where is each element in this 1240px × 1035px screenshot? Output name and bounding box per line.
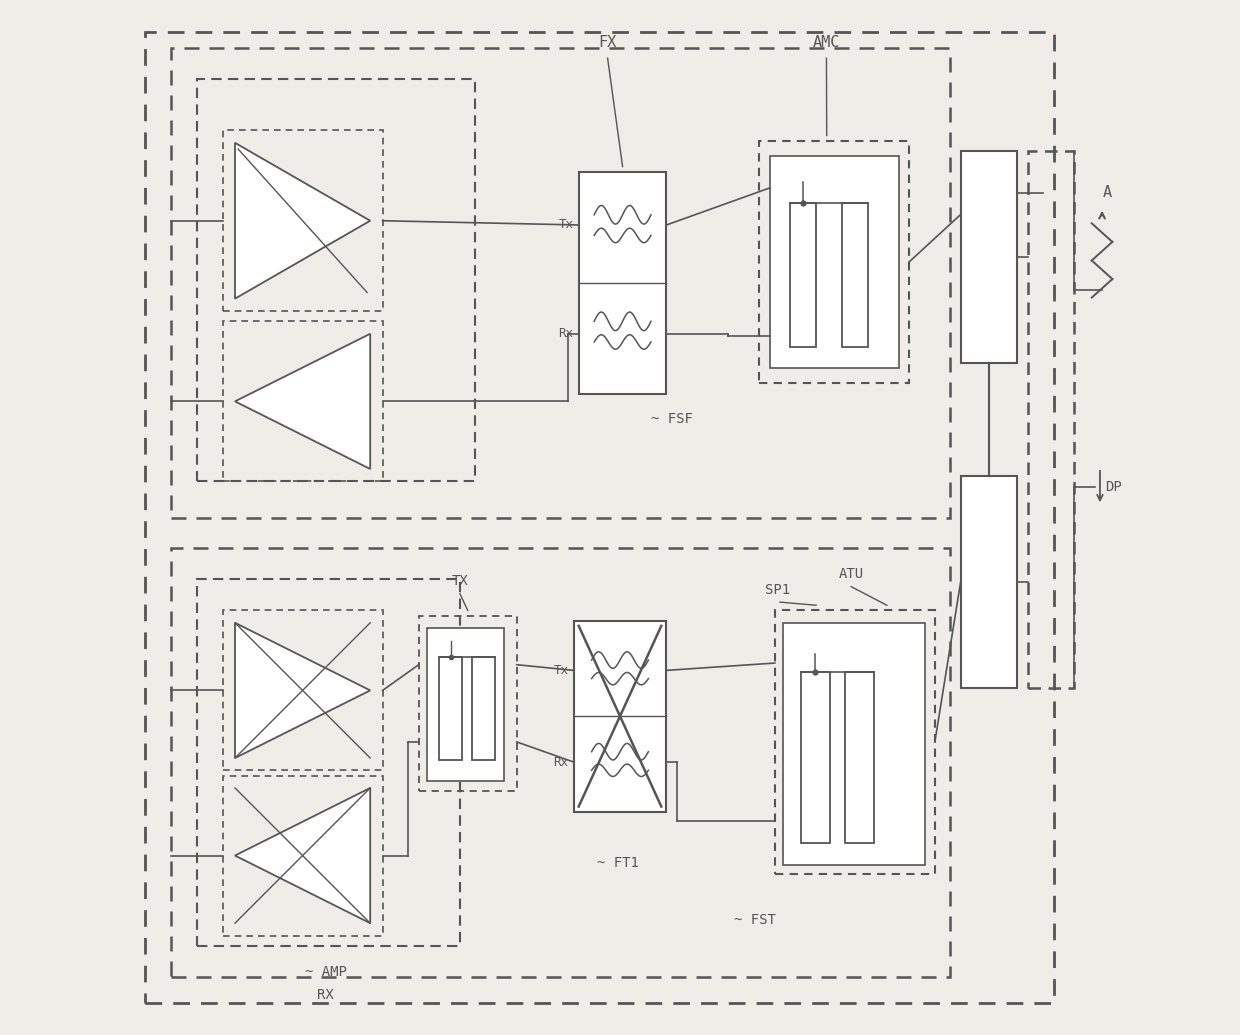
Bar: [223, 130, 383, 312]
Bar: [472, 657, 495, 760]
Text: RX: RX: [317, 988, 335, 1003]
Bar: [579, 172, 666, 393]
Text: ATU: ATU: [838, 567, 864, 582]
Bar: [171, 48, 950, 518]
Bar: [439, 657, 463, 760]
Bar: [427, 628, 505, 780]
Bar: [197, 79, 475, 481]
Text: Rx: Rx: [553, 756, 568, 769]
Bar: [419, 616, 517, 791]
Text: Tx: Tx: [558, 218, 574, 232]
Polygon shape: [236, 788, 371, 923]
Polygon shape: [236, 143, 371, 299]
Text: SP1: SP1: [765, 583, 790, 597]
Bar: [961, 476, 1017, 688]
Bar: [1028, 151, 1074, 688]
Text: ~ AMP: ~ AMP: [305, 965, 347, 979]
Bar: [801, 673, 830, 842]
Text: ~ FSF: ~ FSF: [651, 412, 693, 426]
Text: TX: TX: [451, 574, 469, 589]
Text: A: A: [1102, 185, 1112, 200]
Text: ~ FT1: ~ FT1: [596, 856, 639, 870]
Bar: [784, 623, 925, 865]
Polygon shape: [236, 333, 371, 469]
Bar: [197, 580, 460, 946]
Bar: [145, 32, 1054, 1003]
Bar: [759, 141, 909, 383]
Bar: [844, 673, 874, 842]
Bar: [574, 621, 666, 811]
Polygon shape: [236, 623, 371, 758]
Text: DP: DP: [1105, 479, 1122, 494]
Bar: [223, 775, 383, 936]
Bar: [790, 203, 816, 347]
Text: FX: FX: [599, 35, 616, 50]
Bar: [775, 611, 935, 874]
Bar: [770, 156, 899, 367]
Bar: [171, 549, 950, 977]
Bar: [223, 322, 383, 481]
Bar: [961, 151, 1017, 362]
Text: AMC: AMC: [812, 35, 841, 50]
Text: Rx: Rx: [558, 327, 574, 341]
Text: ~ FST: ~ FST: [734, 913, 775, 927]
Bar: [842, 203, 868, 347]
Bar: [223, 611, 383, 770]
Text: Tx: Tx: [553, 663, 568, 677]
